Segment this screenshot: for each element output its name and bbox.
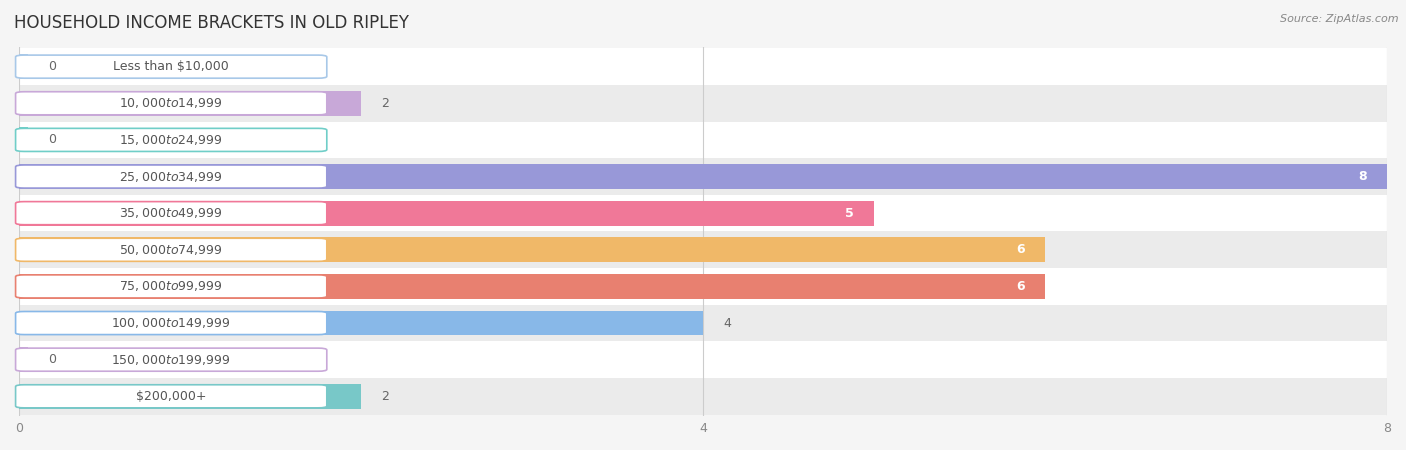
- Text: 2: 2: [381, 390, 389, 403]
- Text: HOUSEHOLD INCOME BRACKETS IN OLD RIPLEY: HOUSEHOLD INCOME BRACKETS IN OLD RIPLEY: [14, 14, 409, 32]
- Bar: [20, 201, 875, 225]
- Bar: [20, 384, 361, 409]
- Text: $100,000 to $149,999: $100,000 to $149,999: [111, 316, 231, 330]
- Text: 0: 0: [48, 60, 56, 73]
- Bar: [20, 127, 28, 153]
- Bar: [20, 91, 361, 116]
- FancyBboxPatch shape: [15, 55, 326, 78]
- Text: $15,000 to $24,999: $15,000 to $24,999: [120, 133, 224, 147]
- Bar: [20, 274, 1045, 299]
- Bar: [20, 237, 1045, 262]
- FancyBboxPatch shape: [15, 385, 326, 408]
- Text: $25,000 to $34,999: $25,000 to $34,999: [120, 170, 224, 184]
- FancyBboxPatch shape: [15, 202, 326, 225]
- FancyBboxPatch shape: [15, 311, 326, 335]
- Text: $200,000+: $200,000+: [136, 390, 207, 403]
- FancyBboxPatch shape: [15, 92, 326, 115]
- Bar: [20, 195, 1386, 231]
- Text: $35,000 to $49,999: $35,000 to $49,999: [120, 206, 224, 220]
- Bar: [20, 268, 1386, 305]
- Bar: [20, 158, 1386, 195]
- Text: $75,000 to $99,999: $75,000 to $99,999: [120, 279, 224, 293]
- Bar: [20, 164, 1386, 189]
- Text: 4: 4: [724, 316, 731, 329]
- Bar: [20, 122, 1386, 158]
- Bar: [20, 85, 1386, 122]
- Bar: [20, 378, 1386, 414]
- Bar: [20, 305, 1386, 342]
- Text: Less than $10,000: Less than $10,000: [114, 60, 229, 73]
- Bar: [20, 48, 1386, 85]
- Text: 6: 6: [1017, 280, 1025, 293]
- FancyBboxPatch shape: [15, 348, 326, 371]
- Text: $10,000 to $14,999: $10,000 to $14,999: [120, 96, 224, 110]
- Text: $50,000 to $74,999: $50,000 to $74,999: [120, 243, 224, 257]
- Text: 0: 0: [48, 133, 56, 146]
- Text: 6: 6: [1017, 243, 1025, 256]
- Bar: [20, 231, 1386, 268]
- Text: $150,000 to $199,999: $150,000 to $199,999: [111, 353, 231, 367]
- Text: 8: 8: [1358, 170, 1367, 183]
- Text: 5: 5: [845, 207, 853, 220]
- FancyBboxPatch shape: [15, 128, 326, 152]
- Text: 2: 2: [381, 97, 389, 110]
- Bar: [20, 342, 1386, 378]
- Text: Source: ZipAtlas.com: Source: ZipAtlas.com: [1281, 14, 1399, 23]
- Bar: [20, 310, 703, 336]
- FancyBboxPatch shape: [15, 165, 326, 188]
- Bar: [20, 347, 28, 372]
- FancyBboxPatch shape: [15, 275, 326, 298]
- FancyBboxPatch shape: [15, 238, 326, 261]
- Text: 0: 0: [48, 353, 56, 366]
- Bar: [20, 54, 28, 79]
